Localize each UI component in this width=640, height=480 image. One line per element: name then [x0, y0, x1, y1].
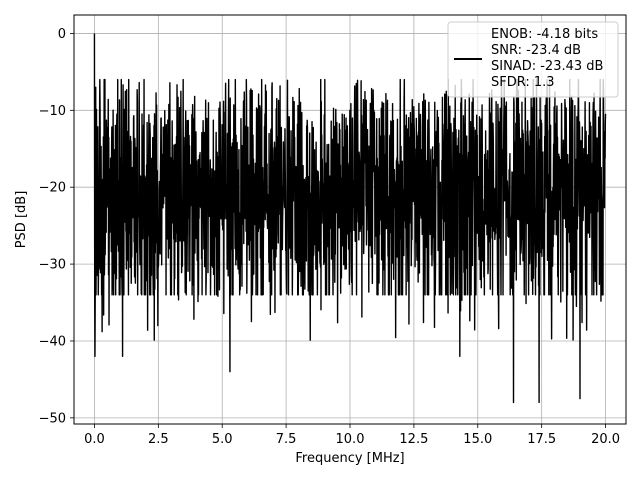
legend-entry-sfdr: SFDR: 1.3: [491, 75, 555, 90]
y-tick-label: −10: [39, 104, 66, 119]
legend-entry-snr: SNR: -23.4 dB: [491, 43, 581, 58]
x-tick-label: 0.0: [84, 432, 105, 447]
series-psd-line: [93, 33, 607, 404]
y-axis-label: PSD [dB]: [14, 191, 29, 249]
y-tick-label: −20: [39, 181, 66, 196]
legend-box: [447, 21, 619, 98]
y-tick-label: −30: [39, 258, 66, 273]
x-tick-label: 5.0: [212, 432, 233, 447]
y-tick-label: 0: [58, 27, 66, 42]
plot-area: [93, 33, 607, 404]
x-axis-label: Frequency [MHz]: [295, 451, 404, 466]
y-tick-label: −50: [39, 411, 66, 426]
x-tick-label: 12.5: [399, 432, 428, 447]
legend-entry-sinad: SINAD: -23.43 dB: [491, 59, 603, 74]
x-tick-label: 17.5: [527, 432, 556, 447]
x-axis-ticks: 0.0 2.5 5.0 7.5 10.0 12.5 15.0 17.5 20.0: [84, 424, 620, 447]
legend: ENOB: -4.18 bits SNR: -23.4 dB SINAD: -2…: [447, 21, 619, 98]
x-tick-label: 7.5: [276, 432, 297, 447]
y-tick-label: −40: [39, 334, 66, 349]
y-axis-ticks: 0 −10 −20 −30 −40 −50: [39, 27, 74, 426]
x-tick-label: 15.0: [463, 432, 492, 447]
x-tick-label: 10.0: [336, 432, 365, 447]
x-tick-label: 20.0: [591, 432, 620, 447]
x-tick-label: 2.5: [148, 432, 169, 447]
legend-entry-enob: ENOB: -4.18 bits: [491, 27, 598, 42]
